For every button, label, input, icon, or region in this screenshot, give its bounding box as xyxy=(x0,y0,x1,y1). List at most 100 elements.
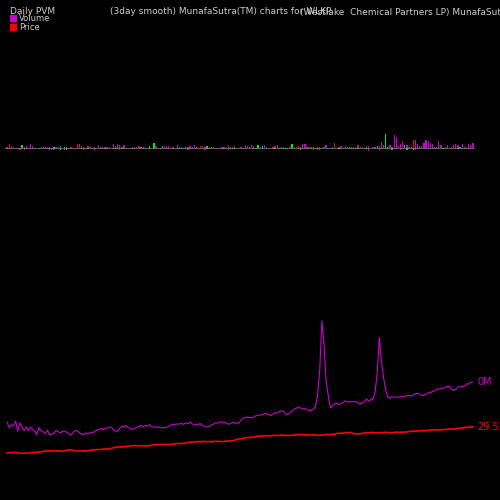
Bar xyxy=(102,146,104,148)
Bar xyxy=(366,146,367,148)
Bar xyxy=(262,146,263,148)
Bar xyxy=(417,144,418,148)
Bar xyxy=(66,148,68,150)
Bar xyxy=(353,148,354,150)
Bar xyxy=(344,146,346,148)
Bar xyxy=(398,146,399,148)
Bar xyxy=(28,148,29,149)
Bar xyxy=(162,146,163,148)
Text: 0M: 0M xyxy=(477,377,492,387)
Bar xyxy=(6,148,8,149)
Bar xyxy=(192,146,193,148)
Bar xyxy=(308,147,310,148)
Bar xyxy=(51,148,52,150)
Bar xyxy=(138,146,140,148)
Bar xyxy=(185,148,186,149)
Bar xyxy=(70,146,72,148)
Bar xyxy=(319,147,320,148)
Bar xyxy=(406,145,408,148)
Bar xyxy=(338,146,340,148)
Bar xyxy=(385,148,386,149)
Bar xyxy=(113,144,114,148)
Bar xyxy=(276,146,278,148)
Bar xyxy=(338,148,340,150)
Bar xyxy=(396,138,397,148)
Bar xyxy=(396,148,397,149)
Bar xyxy=(366,148,367,149)
Bar xyxy=(228,148,229,150)
Bar xyxy=(436,147,438,148)
Bar xyxy=(149,146,150,148)
Bar xyxy=(210,147,212,148)
Bar xyxy=(81,146,82,148)
Bar xyxy=(421,146,422,148)
Bar xyxy=(76,144,78,148)
Bar xyxy=(394,135,395,148)
Bar xyxy=(419,146,420,148)
Text: (Westlake  Chemical Partners LP) MunafaSutra.com: (Westlake Chemical Partners LP) MunafaSu… xyxy=(300,8,500,16)
Bar xyxy=(42,147,44,148)
Bar xyxy=(134,147,136,148)
Bar xyxy=(312,148,314,150)
Bar xyxy=(230,148,231,149)
Bar xyxy=(468,144,469,148)
Bar xyxy=(317,146,318,148)
Bar xyxy=(364,148,365,149)
Bar xyxy=(30,144,31,148)
Bar xyxy=(164,146,165,148)
Bar xyxy=(402,142,404,148)
Bar xyxy=(264,145,265,148)
Bar xyxy=(296,147,297,148)
Bar xyxy=(326,145,327,148)
Bar xyxy=(415,140,416,148)
Bar xyxy=(126,148,127,149)
Bar xyxy=(60,148,61,150)
Bar xyxy=(376,146,378,148)
Bar xyxy=(228,145,229,148)
Bar xyxy=(113,148,114,149)
Bar xyxy=(349,148,350,149)
Bar xyxy=(432,144,433,148)
Bar xyxy=(283,147,284,148)
Bar xyxy=(45,147,46,148)
Bar xyxy=(302,144,304,148)
Bar xyxy=(13,146,14,148)
Bar xyxy=(26,146,27,148)
Bar xyxy=(85,148,86,149)
Bar xyxy=(247,146,248,148)
Bar xyxy=(415,148,416,150)
Bar xyxy=(351,146,352,148)
Bar xyxy=(317,148,318,150)
Bar xyxy=(102,148,104,149)
Bar xyxy=(98,145,99,148)
Bar xyxy=(160,148,161,149)
Bar xyxy=(470,148,472,149)
Bar xyxy=(368,146,370,148)
Bar xyxy=(438,141,440,148)
Bar xyxy=(400,148,401,150)
Bar xyxy=(8,144,10,148)
Bar xyxy=(24,146,25,148)
Bar xyxy=(130,148,131,149)
Bar xyxy=(360,147,361,148)
Bar xyxy=(455,144,456,148)
Bar xyxy=(462,144,463,148)
Text: (3day smooth) MunafaSutra(TM) charts for WLKP: (3day smooth) MunafaSutra(TM) charts for… xyxy=(110,8,332,16)
Bar xyxy=(226,147,227,148)
Bar xyxy=(453,146,454,148)
Bar xyxy=(406,148,408,150)
Bar xyxy=(387,148,388,149)
Bar xyxy=(206,148,208,149)
Bar xyxy=(60,146,61,148)
Bar xyxy=(108,147,110,148)
Bar xyxy=(64,147,65,148)
Bar xyxy=(64,148,65,150)
Bar xyxy=(249,146,250,148)
Bar xyxy=(49,148,50,150)
Bar xyxy=(19,148,20,150)
Bar xyxy=(446,144,448,148)
Bar xyxy=(128,148,129,149)
Text: Price: Price xyxy=(19,23,40,32)
Bar xyxy=(428,140,429,148)
Bar xyxy=(468,148,469,149)
